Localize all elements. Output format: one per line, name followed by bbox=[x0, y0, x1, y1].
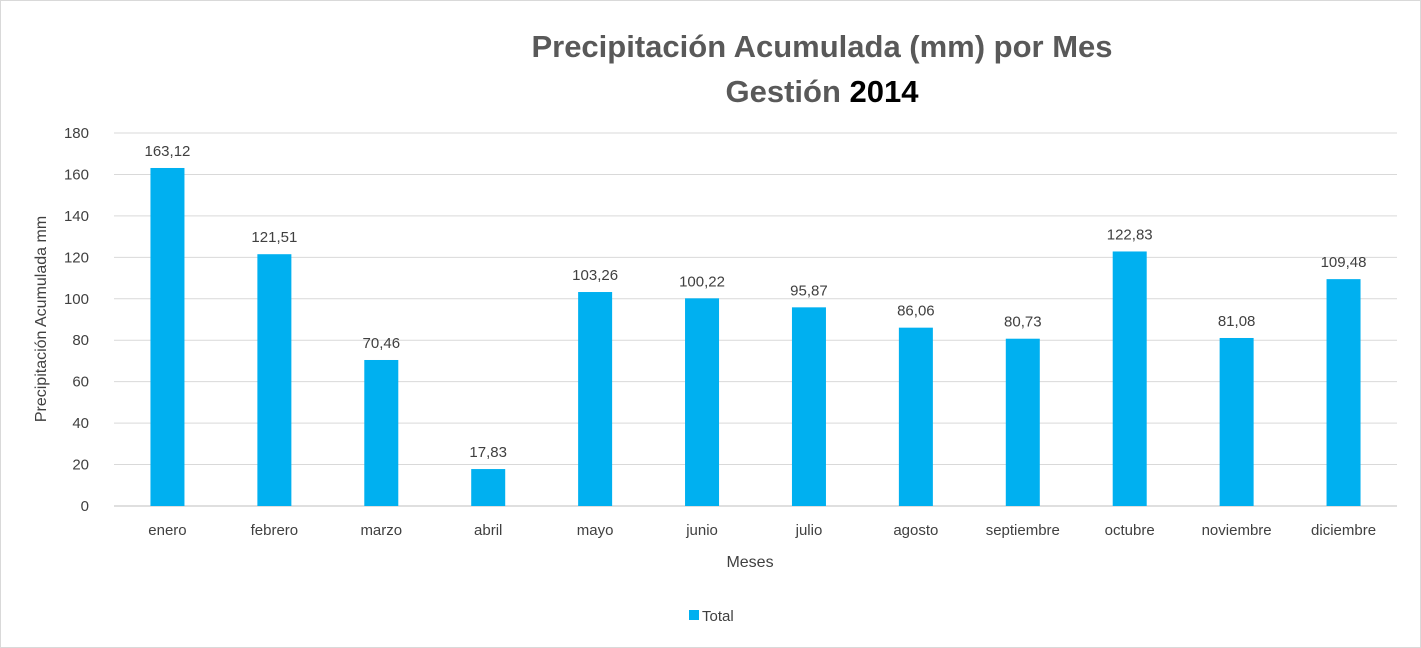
subtitle-year: 2014 bbox=[850, 74, 920, 109]
data-label-julio: 95,87 bbox=[790, 282, 828, 299]
legend-label-total: Total bbox=[702, 608, 734, 625]
bar-noviembre bbox=[1219, 337, 1254, 506]
bar-septiembre bbox=[1005, 338, 1040, 506]
data-label-enero: 163,12 bbox=[145, 143, 191, 160]
y-tick-label: 40 bbox=[72, 415, 89, 432]
x-tick-label-septiembre: septiembre bbox=[986, 522, 1060, 539]
y-tick-label: 100 bbox=[64, 291, 89, 308]
bar-agosto bbox=[898, 327, 933, 506]
x-tick-label-junio: junio bbox=[685, 522, 718, 539]
data-label-noviembre: 81,08 bbox=[1218, 313, 1256, 330]
data-label-agosto: 86,06 bbox=[897, 303, 935, 320]
x-tick-label-noviembre: noviembre bbox=[1202, 522, 1272, 539]
x-tick-label-octubre: octubre bbox=[1105, 522, 1155, 539]
bar-marzo bbox=[364, 359, 399, 506]
x-tick-label-marzo: marzo bbox=[360, 522, 402, 539]
y-axis-ticks: 0 20 40 60 80 100 120 140 160 180 bbox=[64, 125, 89, 515]
x-tick-label-abril: abril bbox=[474, 522, 502, 539]
y-tick-label: 20 bbox=[72, 457, 89, 474]
x-axis-ticks: enero febrero marzo abril mayo junio julio agos… bbox=[148, 522, 1376, 539]
x-tick-label-julio: julio bbox=[795, 522, 823, 539]
x-tick-label-diciembre: diciembre bbox=[1311, 522, 1376, 539]
y-axis-label: Precipitación Acumulada mm bbox=[33, 216, 50, 422]
data-label-septiembre: 80,73 bbox=[1004, 314, 1042, 331]
bar-febrero bbox=[257, 254, 292, 506]
y-tick-label: 120 bbox=[64, 249, 89, 266]
bar-abril bbox=[471, 469, 506, 506]
bar-octubre bbox=[1112, 251, 1147, 506]
chart-subtitle: Gestión 2014 bbox=[726, 74, 920, 109]
data-label-marzo: 70,46 bbox=[363, 335, 401, 352]
data-label-febrero: 121,51 bbox=[251, 229, 297, 246]
bar-enero bbox=[150, 167, 185, 506]
bars bbox=[150, 167, 1361, 506]
y-tick-label: 60 bbox=[72, 374, 89, 391]
data-labels: 163,12 121,51 70,46 17,83 103,26 100,22 95,87 8… bbox=[145, 143, 1367, 461]
legend: Total bbox=[689, 608, 734, 625]
data-label-mayo: 103,26 bbox=[572, 267, 618, 284]
x-tick-label-agosto: agosto bbox=[893, 522, 938, 539]
legend-swatch-total bbox=[689, 610, 699, 620]
y-tick-label: 0 bbox=[81, 498, 89, 515]
bar-mayo bbox=[578, 292, 613, 506]
x-tick-label-febrero: febrero bbox=[251, 522, 299, 539]
y-tick-label: 180 bbox=[64, 125, 89, 142]
subtitle-prefix: Gestión bbox=[726, 74, 841, 109]
data-label-diciembre: 109,48 bbox=[1321, 254, 1367, 271]
y-tick-label: 160 bbox=[64, 166, 89, 183]
x-tick-label-mayo: mayo bbox=[577, 522, 614, 539]
y-tick-label: 140 bbox=[64, 208, 89, 225]
data-label-octubre: 122,83 bbox=[1107, 226, 1153, 243]
x-axis-label: Meses bbox=[726, 554, 773, 571]
bar-diciembre bbox=[1326, 279, 1361, 506]
x-tick-label-enero: enero bbox=[148, 522, 186, 539]
data-label-abril: 17,83 bbox=[469, 444, 507, 461]
bar-junio bbox=[685, 298, 720, 506]
gridlines bbox=[114, 132, 1397, 507]
y-tick-label: 80 bbox=[72, 332, 89, 349]
bar-julio bbox=[791, 307, 826, 506]
chart-title: Precipitación Acumulada (mm) por Mes bbox=[531, 29, 1112, 64]
data-label-junio: 100,22 bbox=[679, 273, 725, 290]
